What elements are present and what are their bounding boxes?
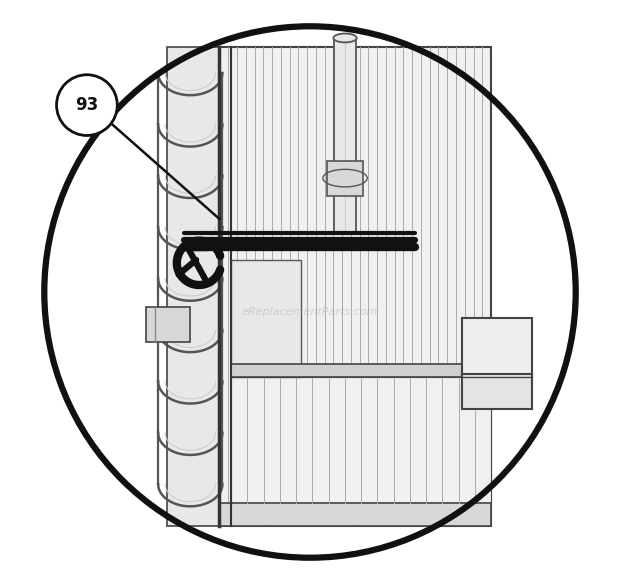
Text: 93: 93	[75, 96, 99, 114]
Circle shape	[56, 75, 117, 135]
Bar	[146, 307, 190, 342]
Text: eReplacementParts.com: eReplacementParts.com	[242, 307, 378, 318]
Bar	[219, 47, 491, 526]
Bar	[219, 503, 491, 526]
Bar	[334, 38, 356, 234]
Ellipse shape	[334, 33, 356, 43]
Bar	[327, 161, 363, 196]
Bar	[231, 260, 301, 377]
Bar	[231, 377, 491, 503]
Circle shape	[44, 26, 576, 558]
Bar	[462, 318, 532, 377]
Bar	[462, 374, 532, 409]
Bar	[167, 47, 219, 526]
Bar	[231, 364, 462, 377]
